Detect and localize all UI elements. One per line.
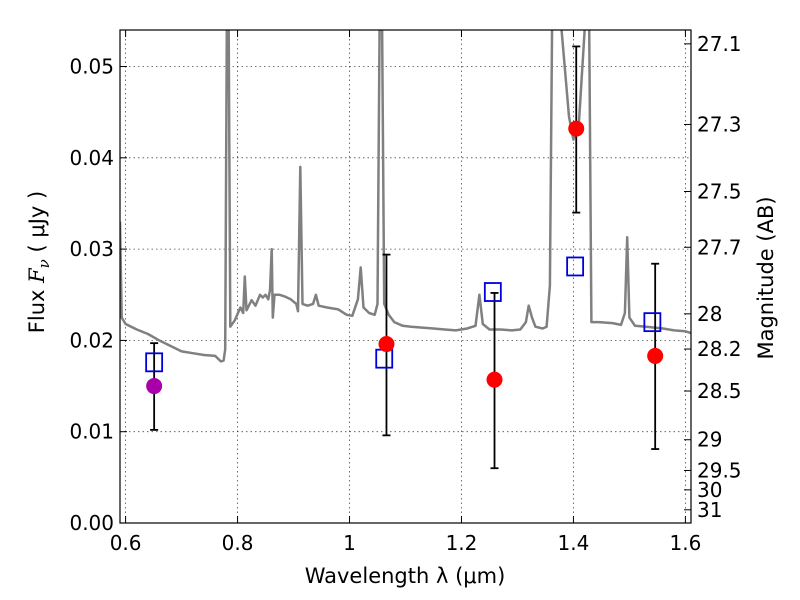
flux-point	[647, 347, 664, 364]
y-axis-label-symbol: F	[25, 267, 49, 284]
right-tick-label: 27.7	[697, 235, 742, 259]
y-axis-label-subscript: ν	[35, 259, 53, 268]
flux-point	[486, 371, 503, 388]
grid-lines	[120, 30, 691, 524]
x-tick-label: 1.4	[558, 531, 590, 555]
right-tick-label: 31	[697, 498, 722, 522]
x-tick-label: 1	[343, 531, 356, 555]
model-square	[375, 348, 394, 369]
right-tick-label: 27.3	[697, 112, 742, 136]
y-tick-label: 0.04	[69, 146, 114, 170]
flux-point	[378, 336, 395, 353]
right-tick-label: 29.5	[697, 458, 742, 482]
right-tick-label: 28.2	[697, 337, 742, 361]
x-tick-label: 0.8	[222, 531, 254, 555]
y-tick-label: 0.03	[69, 237, 114, 261]
x-tick-label: 0.6	[110, 531, 142, 555]
right-tick-label: 29	[697, 428, 722, 452]
y-tick-label: 0.00	[69, 511, 114, 535]
right-tick-label: 28.5	[697, 379, 742, 403]
flux-point	[146, 378, 163, 395]
right-tick-label: 30	[697, 478, 722, 502]
right-axis-label: Magnitude (AB)	[754, 196, 778, 359]
model-square	[643, 312, 662, 333]
plot-frame	[119, 29, 692, 524]
flux-point	[568, 120, 585, 137]
x-tick-label: 1.6	[669, 531, 701, 555]
right-tick-label: 28	[697, 302, 722, 326]
y-tick-label: 0.05	[69, 55, 114, 79]
right-tick-label: 27.1	[697, 32, 742, 56]
right-tick-label: 27.5	[697, 180, 742, 204]
y-axis-label: Flux Fν ( μJy )	[25, 191, 53, 333]
y-tick-label: 0.02	[69, 328, 114, 352]
axis-ticks: 0.6 0.8 1 1.2 1.4 1.6 0.00 0.01 0.02 0.03 0.04 0.05…	[69, 30, 742, 555]
y-axis-label-flux: Flux	[25, 283, 49, 333]
filled-point-series	[146, 120, 664, 395]
model-square	[566, 256, 585, 277]
x-tick-label: 1.2	[446, 531, 478, 555]
model-square	[483, 282, 502, 302]
spectrum-line	[120, 30, 691, 363]
model-square	[145, 352, 164, 373]
y-axis-label-unit: ( μJy )	[25, 191, 49, 259]
spectrum-series	[120, 30, 691, 363]
y-tick-label: 0.01	[69, 420, 114, 444]
x-axis-label: Wavelength λ (μm)	[305, 564, 506, 588]
